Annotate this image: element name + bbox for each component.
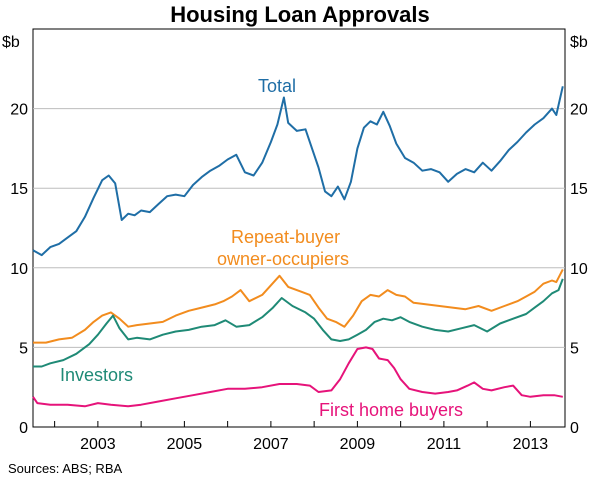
- x-tick-label: 2005: [167, 436, 203, 453]
- series-lines: [32, 86, 564, 408]
- series-label-repeat-line2: owner-occupiers: [217, 249, 349, 269]
- y-tick-label-right: 0: [570, 420, 579, 437]
- y-tick-label-left: 0: [19, 420, 28, 437]
- y-tick-label-left: 20: [10, 102, 28, 119]
- x-tick-label: 2003: [80, 436, 116, 453]
- right-unit-label: $b: [570, 34, 588, 51]
- y-tick-label-right: 5: [570, 340, 579, 357]
- x-tick-label: 2009: [340, 436, 376, 453]
- plot-frame: [32, 28, 566, 428]
- plot-area: [32, 28, 566, 428]
- y-axis-tick-labels: 0 0 5 5 10 10 15 15 20 20: [10, 102, 588, 437]
- series-line-2: [33, 278, 564, 368]
- source-note: Sources: ABS; RBA: [8, 461, 123, 476]
- y-tick-label-right: 15: [570, 181, 588, 198]
- series-label-repeat-line1: Repeat-buyer: [231, 227, 340, 247]
- y-tick-label-left: 10: [10, 261, 28, 278]
- series-label-investors: Investors: [60, 365, 133, 385]
- x-tick-label: 2011: [427, 436, 462, 453]
- gridlines: [33, 108, 565, 348]
- x-tick-label: 2013: [513, 436, 549, 453]
- y-tick-label-right: 10: [570, 261, 588, 278]
- series-line-3: [32, 346, 563, 408]
- series-line-0: [32, 86, 564, 257]
- x-axis-tick-labels: 2003 2005 2007 2009 2011 2013: [80, 436, 548, 453]
- series-label-total: Total: [258, 76, 296, 96]
- left-unit-label: $b: [2, 34, 20, 51]
- series-label-first-home: First home buyers: [319, 400, 463, 420]
- chart-title: Housing Loan Approvals: [170, 2, 430, 27]
- x-tick-label: 2007: [253, 436, 289, 453]
- y-tick-label-left: 15: [10, 181, 28, 198]
- y-tick-label-right: 20: [570, 102, 588, 119]
- y-tick-label-left: 5: [19, 340, 28, 357]
- x-axis-ticks: [54, 421, 531, 427]
- series-line-1: [33, 268, 564, 344]
